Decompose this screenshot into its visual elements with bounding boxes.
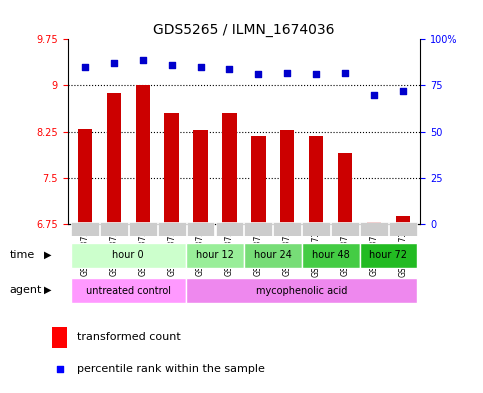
Text: hour 48: hour 48: [312, 250, 350, 261]
Point: [168, 62, 175, 68]
Point: [255, 71, 262, 77]
Bar: [302, 243, 359, 268]
Text: hour 24: hour 24: [254, 250, 292, 261]
Bar: [244, 222, 272, 236]
Bar: [309, 136, 324, 224]
Point: [354, 171, 362, 177]
Text: percentile rank within the sample: percentile rank within the sample: [77, 364, 265, 374]
Bar: [136, 86, 150, 224]
Text: time: time: [10, 250, 35, 260]
Point: [226, 66, 233, 72]
Text: transformed count: transformed count: [77, 332, 181, 342]
Bar: [244, 243, 302, 268]
Text: agent: agent: [10, 285, 42, 295]
Bar: [193, 130, 208, 224]
Point: [139, 57, 147, 63]
Point: [197, 64, 204, 70]
Point: [284, 70, 291, 76]
Bar: [367, 222, 381, 224]
Bar: [280, 130, 295, 224]
Bar: [71, 243, 186, 268]
Point: [370, 92, 378, 98]
Bar: [251, 136, 266, 224]
Bar: [215, 222, 243, 236]
Bar: [389, 222, 417, 236]
Point: [399, 88, 407, 94]
Point: [313, 71, 320, 77]
Text: ▶: ▶: [43, 250, 51, 260]
Bar: [100, 222, 128, 236]
Bar: [222, 113, 237, 224]
Bar: [71, 278, 186, 303]
Bar: [331, 222, 359, 236]
Text: ▶: ▶: [43, 285, 51, 295]
Bar: [53, 327, 67, 348]
Point: [341, 70, 349, 76]
Bar: [338, 153, 352, 224]
Bar: [360, 222, 388, 236]
Bar: [186, 278, 417, 303]
Bar: [187, 222, 214, 236]
Bar: [186, 243, 244, 268]
Bar: [359, 243, 417, 268]
Bar: [71, 222, 99, 236]
Title: GDS5265 / ILMN_1674036: GDS5265 / ILMN_1674036: [153, 23, 335, 37]
Text: hour 72: hour 72: [369, 250, 408, 261]
Text: untreated control: untreated control: [86, 286, 171, 296]
Text: hour 12: hour 12: [196, 250, 234, 261]
Point: [81, 64, 89, 70]
Bar: [302, 222, 330, 236]
Bar: [129, 222, 156, 236]
Bar: [273, 222, 301, 236]
Bar: [164, 113, 179, 224]
Text: mycophenolic acid: mycophenolic acid: [256, 286, 347, 296]
Point: [110, 60, 118, 66]
Bar: [396, 216, 410, 224]
Bar: [158, 222, 185, 236]
Bar: [107, 93, 121, 224]
Bar: [78, 129, 92, 224]
Text: hour 0: hour 0: [113, 250, 144, 261]
